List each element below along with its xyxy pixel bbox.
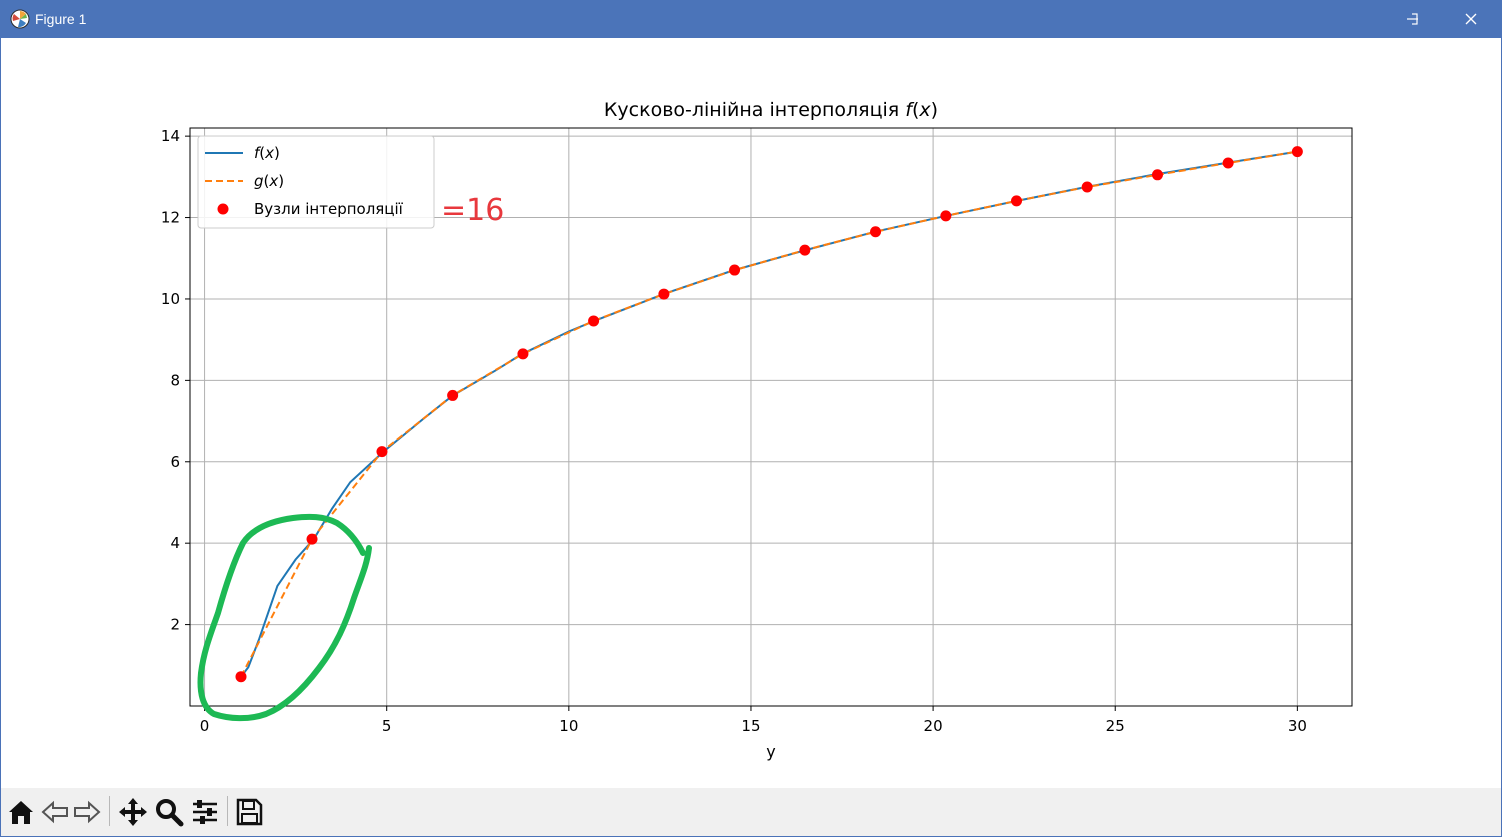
configure-subplots-icon[interactable]: [189, 796, 221, 828]
chart: 0 5 10 15 20 25 30 2 4 6 8 10 12 14 Кусково-лінійна і…: [161, 99, 1353, 761]
title-bar[interactable]: Figure 1: [0, 0, 1502, 38]
zoom-magnifier-icon[interactable]: [153, 796, 185, 828]
series-line-f: [240, 150, 1298, 678]
chart-title: Кусково-лінійна інтерполяція f(x): [604, 99, 938, 121]
close-icon[interactable]: [1442, 0, 1500, 38]
legend-label: g(x): [254, 172, 284, 190]
back-arrow-icon[interactable]: [39, 796, 71, 828]
x-tick-label: 30: [1288, 717, 1307, 735]
x-tick-label: 20: [924, 717, 943, 735]
pan-move-icon[interactable]: [117, 796, 149, 828]
handwritten-annotation: =16: [197, 193, 504, 722]
y-tick-label: 2: [170, 616, 180, 634]
annotation-circle: [197, 513, 372, 722]
figure-canvas[interactable]: 0 5 10 15 20 25 30 2 4 6 8 10 12 14 Кусково-лінійна і…: [1, 38, 1501, 788]
interpolation-node-point: [1222, 157, 1234, 169]
grid: [190, 128, 1352, 706]
interpolation-node-point: [1151, 169, 1163, 181]
interpolation-node-point: [447, 389, 459, 401]
legend: f(x) g(x) Вузли інтерполяції: [197, 135, 435, 229]
series-layer: [235, 146, 1303, 683]
home-icon[interactable]: [5, 796, 37, 828]
forward-arrow-icon[interactable]: [71, 796, 103, 828]
interpolation-node-point: [870, 226, 882, 238]
x-axis-label: y: [766, 742, 775, 761]
interpolation-node-point: [1011, 195, 1023, 207]
interpolation-node-point: [588, 315, 600, 327]
interpolation-node-point: [658, 288, 670, 300]
save-floppy-icon[interactable]: [233, 796, 265, 828]
y-tick-label: 6: [170, 453, 180, 471]
legend-box: [197, 135, 435, 229]
interpolation-node-point: [235, 671, 247, 683]
legend-label: Вузли інтерполяції: [254, 200, 404, 218]
y-tick-label: 8: [170, 371, 180, 389]
y-tick-label: 10: [161, 290, 180, 308]
interpolation-node-point: [306, 533, 318, 545]
ticks: 0 5 10 15 20 25 30 2 4 6 8 10 12 14: [161, 127, 1307, 735]
x-tick-label: 0: [200, 717, 210, 735]
y-tick-label: 12: [161, 209, 180, 227]
interpolation-node-point: [517, 348, 529, 360]
matplotlib-logo-icon: [10, 9, 30, 29]
navigation-toolbar: [1, 788, 1501, 836]
x-tick-label: 25: [1106, 717, 1125, 735]
interpolation-node-point: [940, 210, 952, 222]
interpolation-node-point: [799, 244, 811, 256]
x-tick-label: 10: [559, 717, 578, 735]
interpolation-node-point: [376, 446, 388, 458]
annotation-text: =16: [441, 193, 504, 228]
maximize-icon[interactable]: [1412, 0, 1470, 38]
toolbar-separator: [227, 796, 228, 826]
minimize-icon[interactable]: [1383, 0, 1441, 38]
interpolation-node-point: [1291, 146, 1303, 158]
series-line-g: [240, 150, 1298, 678]
y-tick-label: 4: [170, 534, 180, 552]
interpolation-node-point: [1081, 181, 1093, 193]
window-title: Figure 1: [35, 11, 87, 27]
x-tick-label: 5: [382, 717, 392, 735]
y-tick-label: 14: [161, 127, 180, 145]
axes-frame: [189, 127, 1353, 707]
legend-label: f(x): [254, 144, 280, 162]
interpolation-node-point: [729, 264, 741, 276]
x-tick-label: 15: [741, 717, 760, 735]
legend-swatch-nodes: [217, 203, 229, 215]
toolbar-separator: [109, 796, 110, 826]
